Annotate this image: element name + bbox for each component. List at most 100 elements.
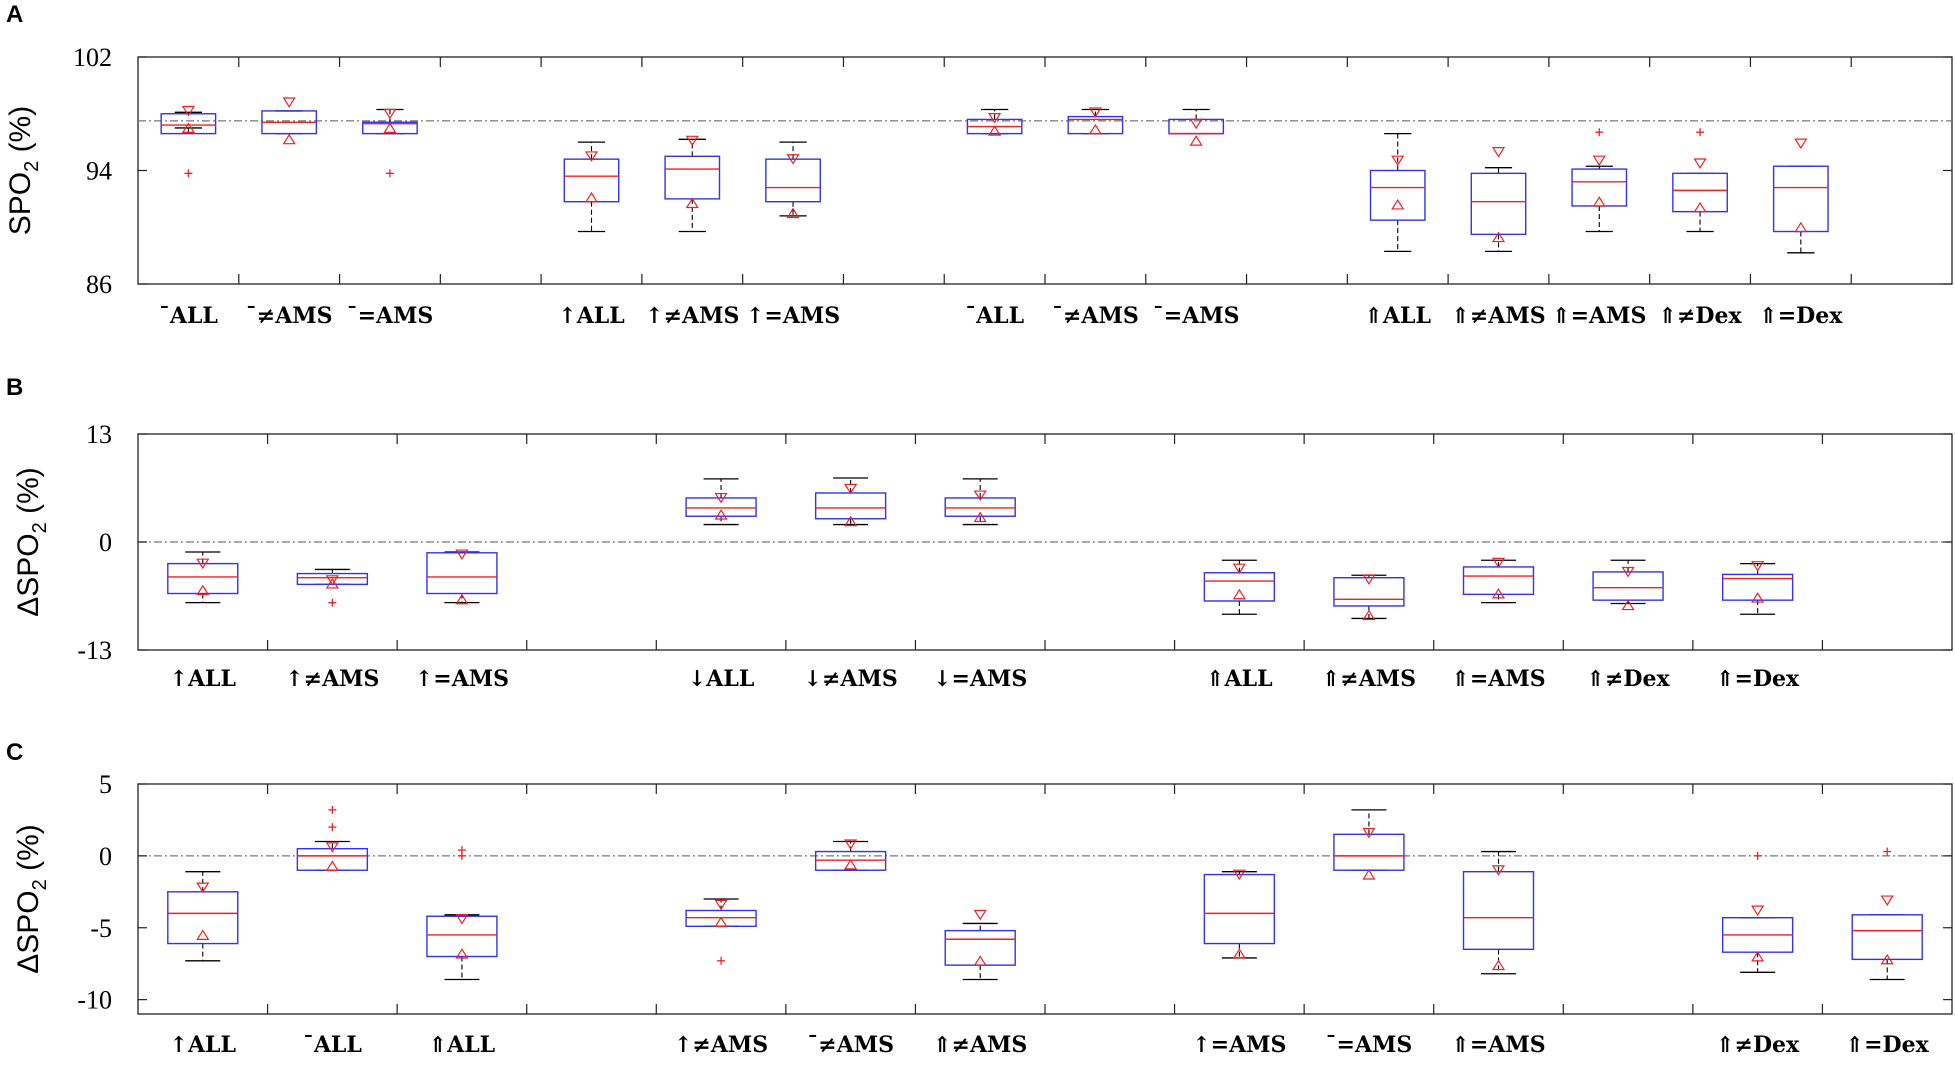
category-label: ¯ALL — [965, 303, 1024, 329]
up-triangle-marker — [844, 515, 858, 527]
up-triangle-marker — [1794, 221, 1808, 233]
box-iqr — [944, 929, 1016, 966]
up-triangle-marker — [1491, 959, 1506, 971]
category-label: ↑=AMS — [415, 666, 509, 692]
box-↑≠AMS: ↑≠AMS — [645, 135, 739, 329]
box-iqr — [426, 552, 498, 595]
box-iqr — [1470, 172, 1527, 236]
down-triangle-marker — [196, 558, 210, 570]
down-triangle-marker — [584, 151, 599, 162]
down-triangle-marker — [196, 882, 210, 894]
category-label: ↑ALL — [170, 666, 236, 692]
down-triangle-marker — [685, 135, 699, 147]
box-¯≠AMS: ¯≠AMS — [1052, 107, 1139, 329]
box-iqr — [160, 113, 217, 135]
up-triangle-marker — [455, 948, 469, 959]
category-label: ↑=AMS — [1192, 1032, 1286, 1058]
box-⇑≠Dex: ⇑≠Dex — [1587, 559, 1671, 692]
up-triangle-marker — [1693, 201, 1707, 213]
category-label: ↑=AMS — [746, 303, 840, 329]
axes-frame — [137, 56, 1953, 285]
up-triangle-marker — [1362, 609, 1376, 621]
category-label: ⇑ALL — [429, 1032, 495, 1058]
down-triangle-marker — [714, 492, 728, 504]
up-triangle-marker — [1232, 588, 1246, 600]
y-tick-label: 0 — [99, 528, 112, 557]
down-triangle-marker — [1491, 865, 1506, 876]
category-label: ↑≠AMS — [645, 303, 739, 329]
category-label: ⇑ALL — [1364, 303, 1430, 329]
category-label: ⇑=AMS — [1552, 303, 1646, 329]
down-triangle-marker — [1751, 561, 1765, 572]
box-↓=AMS: ↓=AMS — [933, 478, 1027, 692]
down-triangle-marker — [1088, 107, 1102, 118]
y-tick-label: 0 — [99, 842, 112, 871]
box-¯=AMS: ¯=AMS — [347, 108, 433, 329]
box-iqr — [1333, 833, 1405, 871]
axes-frame — [137, 783, 1953, 1015]
box-↑=AMS: ↑=AMS — [415, 549, 509, 692]
box-iqr — [563, 158, 620, 203]
box-iqr — [1851, 914, 1923, 961]
box-⇑≠Dex: ⇑≠Dex — [1659, 128, 1743, 329]
category-label: ↓≠AMS — [804, 666, 898, 692]
box-iqr — [426, 915, 498, 958]
panel-B: B -13 0 13 ΔSPO2 (%) ↑ALL ↑≠AMS ↑=AMS ↓ALL ↓≠AMS ↓… — [6, 374, 1953, 692]
y-tick-label: -5 — [90, 914, 112, 943]
box-iqr — [1462, 870, 1535, 951]
category-label: ⇑≠AMS — [1451, 303, 1545, 329]
y-tick-label: 13 — [86, 420, 112, 449]
up-triangle-marker — [973, 511, 987, 523]
category-label: ⇑≠AMS — [1322, 666, 1416, 692]
down-triangle-marker — [973, 909, 987, 921]
box-¯≠AMS: ¯≠AMS — [246, 97, 333, 329]
y-tick-label: 102 — [73, 43, 112, 72]
down-triangle-marker — [383, 108, 397, 120]
down-triangle-marker — [1621, 566, 1635, 578]
box-⇑≠AMS: ⇑≠AMS — [1322, 574, 1416, 692]
box-iqr — [765, 158, 821, 203]
box-⇑ALL: ⇑ALL — [1203, 559, 1276, 692]
down-triangle-marker — [844, 839, 858, 850]
category-label: ⇑≠Dex — [1587, 666, 1671, 692]
up-triangle-marker — [325, 860, 339, 871]
box-⇑ALL: ⇑ALL — [1364, 132, 1431, 329]
category-label: ⇑≠Dex — [1659, 303, 1743, 329]
category-label: ⇑=Dex — [1716, 666, 1800, 692]
box-iqr — [814, 850, 887, 871]
box-⇑=Dex: ⇑=Dex — [1846, 847, 1930, 1058]
category-label: ↑ALL — [170, 1032, 236, 1058]
box-↑≠AMS: ↑≠AMS — [285, 568, 379, 692]
down-triangle-marker — [1362, 827, 1376, 839]
box-⇑=Dex: ⇑=Dex — [1716, 561, 1800, 692]
up-triangle-marker — [455, 593, 469, 605]
up-triangle-marker — [714, 916, 728, 928]
category-label: ↓ALL — [688, 666, 754, 692]
down-triangle-marker — [1880, 895, 1894, 906]
category-label: ¯≠AMS — [1052, 303, 1139, 329]
box-⇑=Dex: ⇑=Dex — [1759, 138, 1843, 329]
down-triangle-marker — [282, 97, 296, 108]
category-label: ⇑=Dex — [1846, 1032, 1930, 1058]
box-⇑≠AMS: ⇑≠AMS — [933, 909, 1027, 1058]
down-triangle-marker — [1362, 574, 1376, 585]
category-label: ↑ALL — [558, 303, 624, 329]
down-triangle-marker — [1391, 155, 1405, 167]
down-triangle-marker — [1232, 563, 1246, 575]
y-tick-label: 5 — [99, 770, 112, 799]
down-triangle-marker — [325, 842, 339, 853]
box-⇑ALL: ⇑ALL — [426, 846, 498, 1058]
category-label: ¯=AMS — [1326, 1032, 1413, 1058]
box-¯ALL: ¯ALL — [965, 108, 1024, 329]
down-triangle-marker — [714, 899, 728, 911]
down-triangle-marker — [1491, 557, 1506, 569]
box-⇑≠AMS: ⇑≠AMS — [1451, 147, 1546, 329]
down-triangle-marker — [973, 490, 987, 502]
box-¯=AMS: ¯=AMS — [1326, 809, 1413, 1058]
box-⇑=AMS: ⇑=AMS — [1552, 128, 1646, 329]
box-↓≠AMS: ↓≠AMS — [804, 477, 898, 692]
y-tick-label: 86 — [86, 270, 112, 299]
down-triangle-marker — [786, 154, 800, 165]
up-triangle-marker — [1751, 592, 1765, 603]
